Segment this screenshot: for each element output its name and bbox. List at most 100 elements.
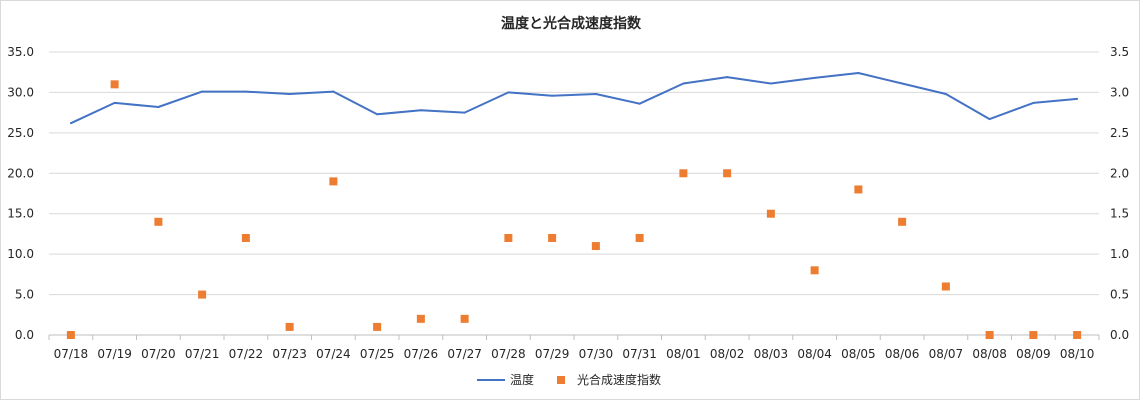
temperature-point	[988, 118, 991, 121]
y-tick-label-right: 1.0	[1110, 247, 1129, 261]
temperature-point	[638, 102, 641, 105]
x-tick-label: 07/24	[316, 347, 351, 361]
temperature-point	[463, 111, 466, 114]
temperature-point	[157, 105, 160, 108]
photosynthesis-marker	[416, 314, 425, 323]
temperature-point	[69, 122, 72, 125]
x-tick-label: 08/10	[1060, 347, 1095, 361]
photosynthesis-marker	[591, 242, 600, 251]
photosynthesis-marker	[1029, 331, 1038, 339]
legend-label-photosynthesis: 光合成速度指数	[577, 372, 661, 387]
y-tick-label-right: 2.5	[1110, 126, 1129, 140]
temperature-point	[769, 82, 772, 85]
temperature-point	[419, 109, 422, 112]
legend: 温度 光合成速度指数	[477, 372, 661, 387]
temperature-point	[551, 94, 554, 97]
photosynthesis-marker	[329, 177, 338, 186]
left-axis: 0.0 5.0 10.0 15.0 20.0 25.0 30.0 35.0	[7, 45, 34, 342]
x-tick-label: 07/25	[360, 347, 395, 361]
x-tick-label: 07/27	[447, 347, 482, 361]
temperature-point	[1032, 101, 1035, 104]
x-tick-label: 07/31	[622, 347, 657, 361]
y-tick-label-left: 0.0	[15, 328, 34, 342]
photosynthesis-marker	[766, 209, 775, 218]
x-tick-label: 07/20	[141, 347, 176, 361]
photosynthesis-marker	[504, 233, 513, 242]
x-tick-label: 07/23	[272, 347, 307, 361]
temperature-point	[857, 72, 860, 75]
y-tick-label-left: 30.0	[7, 85, 34, 99]
right-axis: 0.0 0.5 1.0 1.5 2.0 2.5 3.0 3.5	[1110, 45, 1129, 342]
x-tick-label: 08/05	[841, 347, 876, 361]
photosynthesis-marker	[66, 331, 75, 339]
photosynthesis-marker	[285, 322, 294, 331]
photosynthesis-marker	[373, 322, 382, 331]
x-tick-label: 07/22	[229, 347, 264, 361]
legend-label-temperature: 温度	[510, 372, 534, 387]
x-tick-label: 07/21	[185, 347, 220, 361]
photosynthesis-marker	[941, 282, 950, 291]
temperature-point	[682, 82, 685, 85]
x-tick-label: 08/07	[929, 347, 964, 361]
temperature-point	[201, 90, 204, 93]
x-tick-label: 07/18	[54, 347, 89, 361]
y-tick-label-left: 25.0	[7, 126, 34, 140]
photosynthesis-marker	[898, 217, 907, 226]
temperature-point	[594, 93, 597, 96]
x-tick-label: 08/06	[885, 347, 920, 361]
photosynthesis-marker	[198, 290, 207, 299]
x-tick-label: 07/30	[579, 347, 614, 361]
photosynthesis-marker	[854, 185, 863, 194]
photosynthesis-marker	[110, 80, 119, 89]
x-tick-label: 08/04	[797, 347, 832, 361]
x-tick-label: 08/09	[1016, 347, 1051, 361]
y-tick-label-left: 10.0	[7, 247, 34, 261]
y-tick-label-right: 2.0	[1110, 166, 1129, 180]
x-tick-label: 08/01	[666, 347, 701, 361]
y-tick-label-left: 35.0	[7, 45, 34, 59]
temperature-point	[113, 101, 116, 104]
x-tick-label: 08/03	[754, 347, 789, 361]
x-tick-label: 07/28	[491, 347, 526, 361]
x-tick-label: 07/29	[535, 347, 570, 361]
photosynthesis-marker	[241, 233, 250, 242]
temperature-point	[726, 76, 729, 79]
y-tick-label-left: 15.0	[7, 207, 34, 221]
photosynthesis-marker	[985, 331, 994, 339]
temperature-point	[507, 91, 510, 94]
temperature-point	[813, 76, 816, 79]
temperature-point	[376, 113, 379, 116]
legend-marker-swatch	[557, 376, 565, 384]
x-tick-label: 07/26	[404, 347, 439, 361]
photosynthesis-marker	[679, 169, 688, 178]
y-tick-label-left: 20.0	[7, 166, 34, 180]
photosynthesis-marker	[548, 233, 557, 242]
temperature-point	[288, 93, 291, 96]
temperature-series	[69, 72, 1079, 125]
x-axis: 07/18 07/19 07/20 07/21 07/22 07/23 07/24 07/25…	[48, 335, 1100, 361]
photosynthesis-marker	[460, 314, 469, 323]
photosynthesis-marker	[723, 169, 732, 178]
y-tick-label-right: 0.0	[1110, 328, 1129, 342]
photosynthesis-marker	[635, 233, 644, 242]
photosynthesis-marker	[810, 266, 819, 275]
photosynthesis-series	[66, 80, 1082, 339]
temperature-point	[901, 82, 904, 85]
y-tick-label-left: 5.0	[15, 288, 34, 302]
temperature-point	[1076, 97, 1079, 100]
photosynthesis-marker	[154, 217, 163, 226]
chart-title: 温度と光合成速度指数	[501, 15, 642, 32]
temperature-line	[70, 72, 1078, 125]
photosynthesis-marker	[1073, 331, 1082, 339]
temperature-point	[944, 93, 947, 96]
temperature-point	[332, 90, 335, 93]
y-tick-label-right: 0.5	[1110, 288, 1129, 302]
x-tick-label: 07/19	[97, 347, 132, 361]
x-tick-label: 08/08	[972, 347, 1007, 361]
temperature-point	[244, 90, 247, 93]
y-tick-label-right: 3.0	[1110, 85, 1129, 99]
x-tick-label: 08/02	[710, 347, 745, 361]
y-tick-label-right: 3.5	[1110, 45, 1129, 59]
